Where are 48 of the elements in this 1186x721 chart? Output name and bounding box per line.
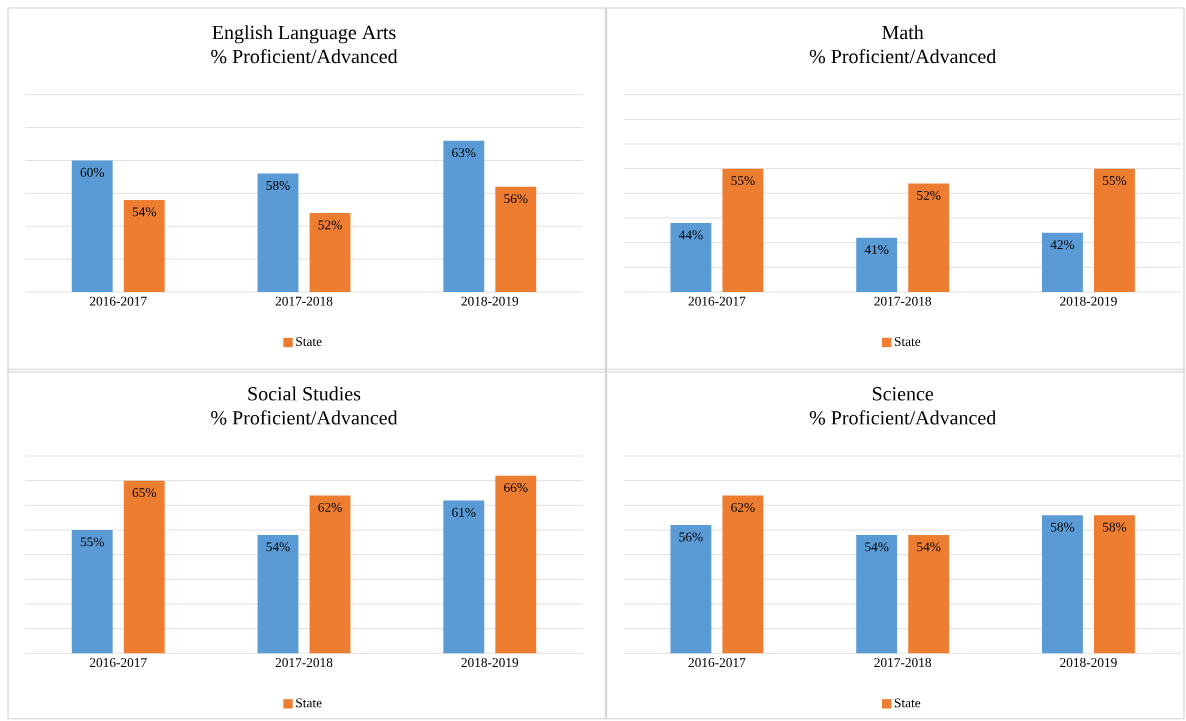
chart-subtitle: % Proficient/Advanced (211, 48, 398, 64)
data-label: 41% (864, 245, 889, 255)
data-label: 55% (731, 176, 755, 186)
chart-title: Social Studies (248, 386, 361, 401)
data-label: 56% (504, 194, 528, 204)
data-label: 58% (266, 180, 290, 191)
legend-label: State (894, 698, 921, 708)
x-tick-label: 2016-2017 (89, 296, 147, 306)
x-tick-label: 2017-2018 (874, 658, 932, 668)
x-tick-label: 2018-2019 (461, 296, 519, 306)
x-tick-label: 2018-2019 (1060, 296, 1117, 306)
x-tick-label: 2016-2017 (89, 658, 147, 668)
chart-title: English Language Arts (212, 25, 396, 44)
data-label: 66% (504, 483, 528, 493)
x-tick-label: 2017-2018 (275, 296, 333, 306)
chart-title: Science (872, 387, 934, 401)
data-label: 65% (132, 488, 157, 498)
data-label: 62% (731, 502, 755, 512)
data-label: 63% (452, 148, 476, 158)
data-label: 54% (865, 542, 889, 552)
x-tick-label: 2017-2018 (275, 658, 333, 668)
data-label: 54% (266, 542, 290, 552)
legend-label: State (894, 337, 921, 347)
data-label: 60% (80, 167, 104, 177)
x-tick-label: 2017-2018 (874, 296, 932, 306)
legend-label: State (296, 698, 322, 708)
chart-title: Math (882, 25, 924, 40)
data-label: 58% (1050, 522, 1075, 532)
data-label: 55% (80, 537, 104, 547)
data-label: 54% (132, 207, 157, 217)
data-label: 55% (1103, 176, 1127, 186)
x-tick-label: 2016-2017 (688, 296, 746, 306)
data-label: 61% (452, 507, 476, 517)
legend-label: State (296, 337, 322, 347)
chart-subtitle: % Proficient/Advanced (809, 410, 997, 425)
data-label: 58% (1103, 522, 1127, 532)
data-label: 56% (679, 532, 703, 542)
data-label: 42% (1050, 240, 1075, 250)
data-label: 44% (678, 230, 703, 240)
data-label: 52% (917, 190, 941, 200)
x-tick-label: 2016-2017 (688, 658, 746, 668)
chart-subtitle: % Proficient/Advanced (809, 48, 997, 64)
data-label: 52% (318, 220, 342, 230)
data-label: 54% (917, 542, 941, 552)
x-tick-label: 2018-2019 (1060, 658, 1117, 668)
x-tick-label: 2018-2019 (461, 658, 519, 668)
chart-subtitle: % Proficient/Advanced (211, 410, 398, 425)
data-label: 62% (318, 502, 342, 512)
